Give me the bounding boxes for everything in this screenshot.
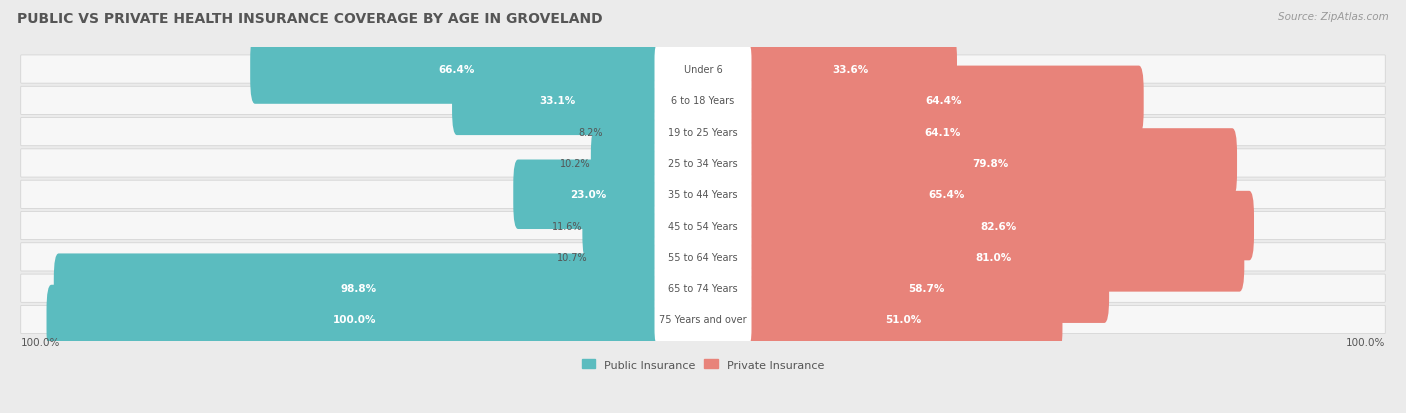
Text: 25 to 34 Years: 25 to 34 Years <box>668 159 738 169</box>
FancyBboxPatch shape <box>582 191 662 261</box>
Text: 51.0%: 51.0% <box>884 315 921 325</box>
FancyBboxPatch shape <box>655 169 751 220</box>
Text: 82.6%: 82.6% <box>980 221 1017 231</box>
Text: 65.4%: 65.4% <box>928 190 965 200</box>
FancyBboxPatch shape <box>21 118 1385 146</box>
FancyBboxPatch shape <box>655 232 751 282</box>
Text: 6 to 18 Years: 6 to 18 Years <box>672 96 734 106</box>
Text: 23.0%: 23.0% <box>569 190 606 200</box>
FancyBboxPatch shape <box>21 56 1385 84</box>
Text: 8.2%: 8.2% <box>578 127 603 137</box>
Text: 81.0%: 81.0% <box>976 252 1012 262</box>
Text: 55 to 64 Years: 55 to 64 Years <box>668 252 738 262</box>
FancyBboxPatch shape <box>744 285 1063 354</box>
Text: 100.0%: 100.0% <box>21 337 60 347</box>
Text: 58.7%: 58.7% <box>908 283 945 294</box>
FancyBboxPatch shape <box>655 201 751 252</box>
Text: Under 6: Under 6 <box>683 65 723 75</box>
FancyBboxPatch shape <box>655 138 751 189</box>
Text: 100.0%: 100.0% <box>1346 337 1385 347</box>
Text: 64.1%: 64.1% <box>925 127 960 137</box>
FancyBboxPatch shape <box>513 160 662 230</box>
FancyBboxPatch shape <box>53 254 662 323</box>
FancyBboxPatch shape <box>21 87 1385 115</box>
FancyBboxPatch shape <box>744 160 1150 230</box>
Text: 33.1%: 33.1% <box>538 96 575 106</box>
Text: 65 to 74 Years: 65 to 74 Years <box>668 283 738 294</box>
FancyBboxPatch shape <box>46 285 662 354</box>
Text: 45 to 54 Years: 45 to 54 Years <box>668 221 738 231</box>
Text: 64.4%: 64.4% <box>925 96 962 106</box>
Legend: Public Insurance, Private Insurance: Public Insurance, Private Insurance <box>578 355 828 374</box>
Text: 79.8%: 79.8% <box>972 159 1008 169</box>
Text: Source: ZipAtlas.com: Source: ZipAtlas.com <box>1278 12 1389 22</box>
FancyBboxPatch shape <box>21 212 1385 240</box>
FancyBboxPatch shape <box>744 191 1254 261</box>
FancyBboxPatch shape <box>655 45 751 95</box>
Text: 75 Years and over: 75 Years and over <box>659 315 747 325</box>
Text: 66.4%: 66.4% <box>439 65 474 75</box>
FancyBboxPatch shape <box>591 129 662 198</box>
FancyBboxPatch shape <box>655 76 751 126</box>
FancyBboxPatch shape <box>603 97 662 167</box>
FancyBboxPatch shape <box>21 150 1385 178</box>
FancyBboxPatch shape <box>744 223 1244 292</box>
FancyBboxPatch shape <box>744 35 957 104</box>
Text: 100.0%: 100.0% <box>333 315 377 325</box>
FancyBboxPatch shape <box>744 129 1237 198</box>
Text: PUBLIC VS PRIVATE HEALTH INSURANCE COVERAGE BY AGE IN GROVELAND: PUBLIC VS PRIVATE HEALTH INSURANCE COVER… <box>17 12 603 26</box>
FancyBboxPatch shape <box>744 97 1142 167</box>
FancyBboxPatch shape <box>588 223 662 292</box>
FancyBboxPatch shape <box>655 294 751 345</box>
Text: 19 to 25 Years: 19 to 25 Years <box>668 127 738 137</box>
FancyBboxPatch shape <box>21 243 1385 271</box>
Text: 10.2%: 10.2% <box>560 159 591 169</box>
Text: 35 to 44 Years: 35 to 44 Years <box>668 190 738 200</box>
FancyBboxPatch shape <box>744 66 1143 136</box>
FancyBboxPatch shape <box>655 107 751 158</box>
FancyBboxPatch shape <box>250 35 662 104</box>
FancyBboxPatch shape <box>21 274 1385 303</box>
FancyBboxPatch shape <box>655 263 751 314</box>
Text: 33.6%: 33.6% <box>832 65 869 75</box>
Text: 11.6%: 11.6% <box>553 221 582 231</box>
FancyBboxPatch shape <box>453 66 662 136</box>
FancyBboxPatch shape <box>744 254 1109 323</box>
Text: 10.7%: 10.7% <box>557 252 588 262</box>
FancyBboxPatch shape <box>21 181 1385 209</box>
Text: 98.8%: 98.8% <box>340 283 377 294</box>
FancyBboxPatch shape <box>21 306 1385 334</box>
